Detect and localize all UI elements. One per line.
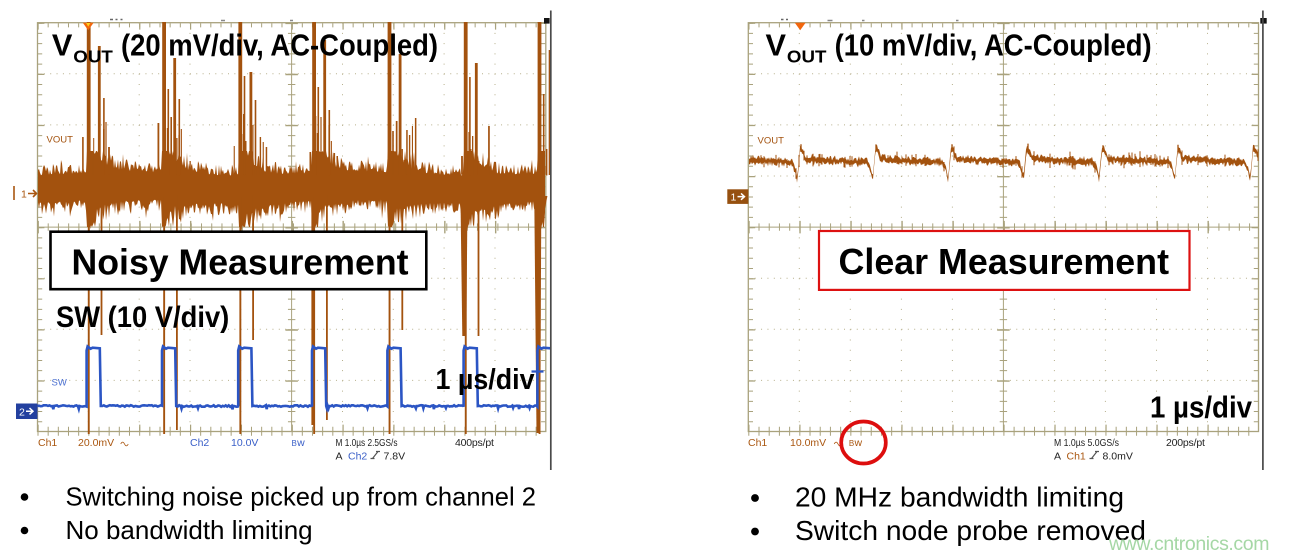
svg-text:VOUT: VOUT [758,136,785,147]
svg-text:V: V [52,28,73,63]
svg-text:(10 mV/div, AC-Coupled): (10 mV/div, AC-Coupled) [835,28,1152,63]
svg-text:20.0mV: 20.0mV [78,437,114,449]
svg-text:1 µs/div: 1 µs/div [1150,389,1253,424]
svg-text:No bandwidth limiting: No bandwidth limiting [66,515,313,545]
svg-text:20 MHz bandwidth limiting: 20 MHz bandwidth limiting [795,481,1124,513]
svg-text:M 1.0µs 2.5GS/s: M 1.0µs 2.5GS/s [336,437,398,449]
svg-text:SW (10 V/div): SW (10 V/div) [56,301,229,334]
svg-text:VOUT: VOUT [47,135,74,146]
svg-text:Switch node probe removed: Switch node probe removed [795,514,1146,546]
svg-text:Clear Measurement: Clear Measurement [839,241,1170,282]
svg-text:1: 1 [731,192,737,204]
svg-text:Bw: Bw [292,437,306,449]
svg-text:Ch2: Ch2 [348,450,367,462]
svg-text:8.0mV: 8.0mV [1103,450,1133,462]
svg-text:www.cntronics.com: www.cntronics.com [1108,533,1269,555]
svg-text:2: 2 [19,407,25,419]
svg-text:400ps/pt: 400ps/pt [455,437,494,449]
svg-text:Ch1: Ch1 [1067,450,1086,462]
svg-text:Noisy Measurement: Noisy Measurement [72,242,409,283]
svg-text:1: 1 [21,189,27,201]
svg-text:A: A [336,450,343,462]
svg-text:Ch1: Ch1 [38,437,57,449]
svg-text:Switching noise picked up from: Switching noise picked up from channel 2 [66,482,537,512]
svg-text:OUT: OUT [73,47,113,67]
svg-text:7.8V: 7.8V [384,450,406,462]
svg-text:10.0V: 10.0V [231,437,258,449]
svg-text:Ch1: Ch1 [748,437,767,449]
svg-text:(20 mV/div, AC-Coupled): (20 mV/div, AC-Coupled) [121,28,438,63]
svg-text:V: V [766,28,787,63]
svg-text:1 µs/div: 1 µs/div [436,364,535,396]
svg-text:10.0mV: 10.0mV [790,437,826,449]
svg-text:OUT: OUT [787,47,827,67]
svg-text:Ch2: Ch2 [190,437,209,449]
svg-text:SW: SW [52,378,67,389]
svg-text:A: A [1054,450,1061,462]
svg-text:M 1.0µs 5.0GS/s: M 1.0µs 5.0GS/s [1054,437,1119,449]
svg-text:200ps/pt: 200ps/pt [1166,437,1205,449]
svg-text:Bw: Bw [849,437,863,449]
